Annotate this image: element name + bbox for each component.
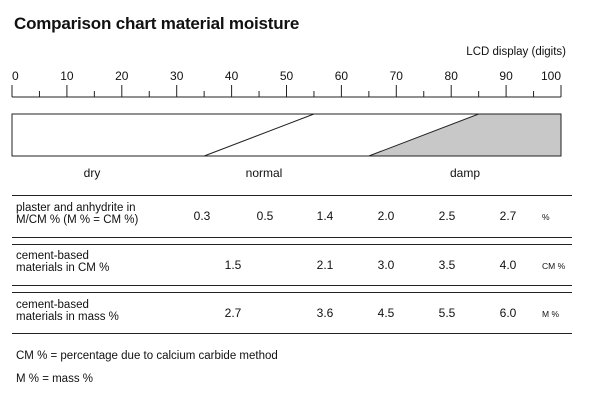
tick-label: 10: [60, 69, 74, 83]
tick-label: 0: [12, 69, 19, 83]
row-label-line: cement-based: [16, 299, 89, 311]
row-divider: [12, 244, 572, 245]
row-label-line: plaster and anhydrite in: [16, 202, 136, 214]
row-label-cement-mass: cement-based materials in mass %: [16, 299, 186, 323]
row-divider: [12, 195, 572, 196]
value-cell: 2.5: [438, 209, 456, 223]
row-label-line: M/CM % (M % = CM %): [16, 214, 139, 226]
tick-label: 60: [335, 69, 349, 83]
row-divider: [12, 285, 572, 286]
damp-region: [368, 113, 562, 157]
display-unit-label: LCD display (digits): [466, 46, 566, 58]
value-cell: 5.5: [438, 306, 456, 320]
value-cell: 6.0: [499, 306, 517, 320]
row-divider: [12, 237, 572, 238]
value-cell: 3.6: [316, 306, 334, 320]
value-cell: 3.5: [438, 258, 456, 272]
row-divider: [12, 292, 572, 293]
row-label-plaster: plaster and anhydrite in M/CM % (M % = C…: [16, 202, 186, 226]
tick-label: 20: [115, 69, 129, 83]
value-cell: 4.0: [499, 258, 517, 272]
value-cell: 0.3: [193, 209, 211, 223]
row-label-line: materials in CM %: [16, 262, 110, 274]
tick-label: 40: [225, 69, 239, 83]
tick-label: 90: [499, 69, 513, 83]
tick-label: 80: [445, 69, 459, 83]
row-label-line: cement-based: [16, 250, 89, 262]
value-cell: 2.7: [499, 209, 517, 223]
normal-boundary-line: [203, 113, 315, 157]
value-cell: 3.0: [377, 258, 395, 272]
value-cell: 2.7: [224, 306, 242, 320]
value-cell: 4.5: [377, 306, 395, 320]
value-cell: 1.5: [224, 258, 242, 272]
footnote-cm: CM % = percentage due to calcium carbide…: [16, 350, 278, 362]
value-cell: 2.1: [316, 258, 334, 272]
tick-label: 70: [390, 69, 404, 83]
row-unit: M %: [542, 309, 559, 319]
zone-damp-label: damp: [449, 166, 481, 180]
row-divider: [12, 333, 572, 334]
tick-label: 50: [280, 69, 294, 83]
tick-label: 100: [541, 69, 561, 83]
value-cell: 2.0: [377, 209, 395, 223]
zone-normal-label: normal: [245, 166, 283, 180]
row-label-line: materials in mass %: [16, 311, 119, 323]
scale-ticks: [11, 85, 562, 97]
moisture-scale: 0 10 20 30 40 50 60 70 80 90 100: [11, 69, 562, 157]
value-cell: 1.4: [316, 209, 334, 223]
tick-label: 30: [170, 69, 184, 83]
row-unit: %: [542, 212, 550, 222]
zone-dry-label: dry: [83, 166, 101, 180]
value-cell: 0.5: [256, 209, 274, 223]
row-unit: CM %: [542, 261, 566, 271]
footnote-m: M % = mass %: [16, 373, 94, 385]
row-label-cement-cm: cement-based materials in CM %: [16, 250, 186, 274]
chart-title: Comparison chart material moisture: [14, 14, 300, 33]
scale-tick-labels: 0 10 20 30 40 50 60 70 80 90 100: [12, 69, 561, 83]
